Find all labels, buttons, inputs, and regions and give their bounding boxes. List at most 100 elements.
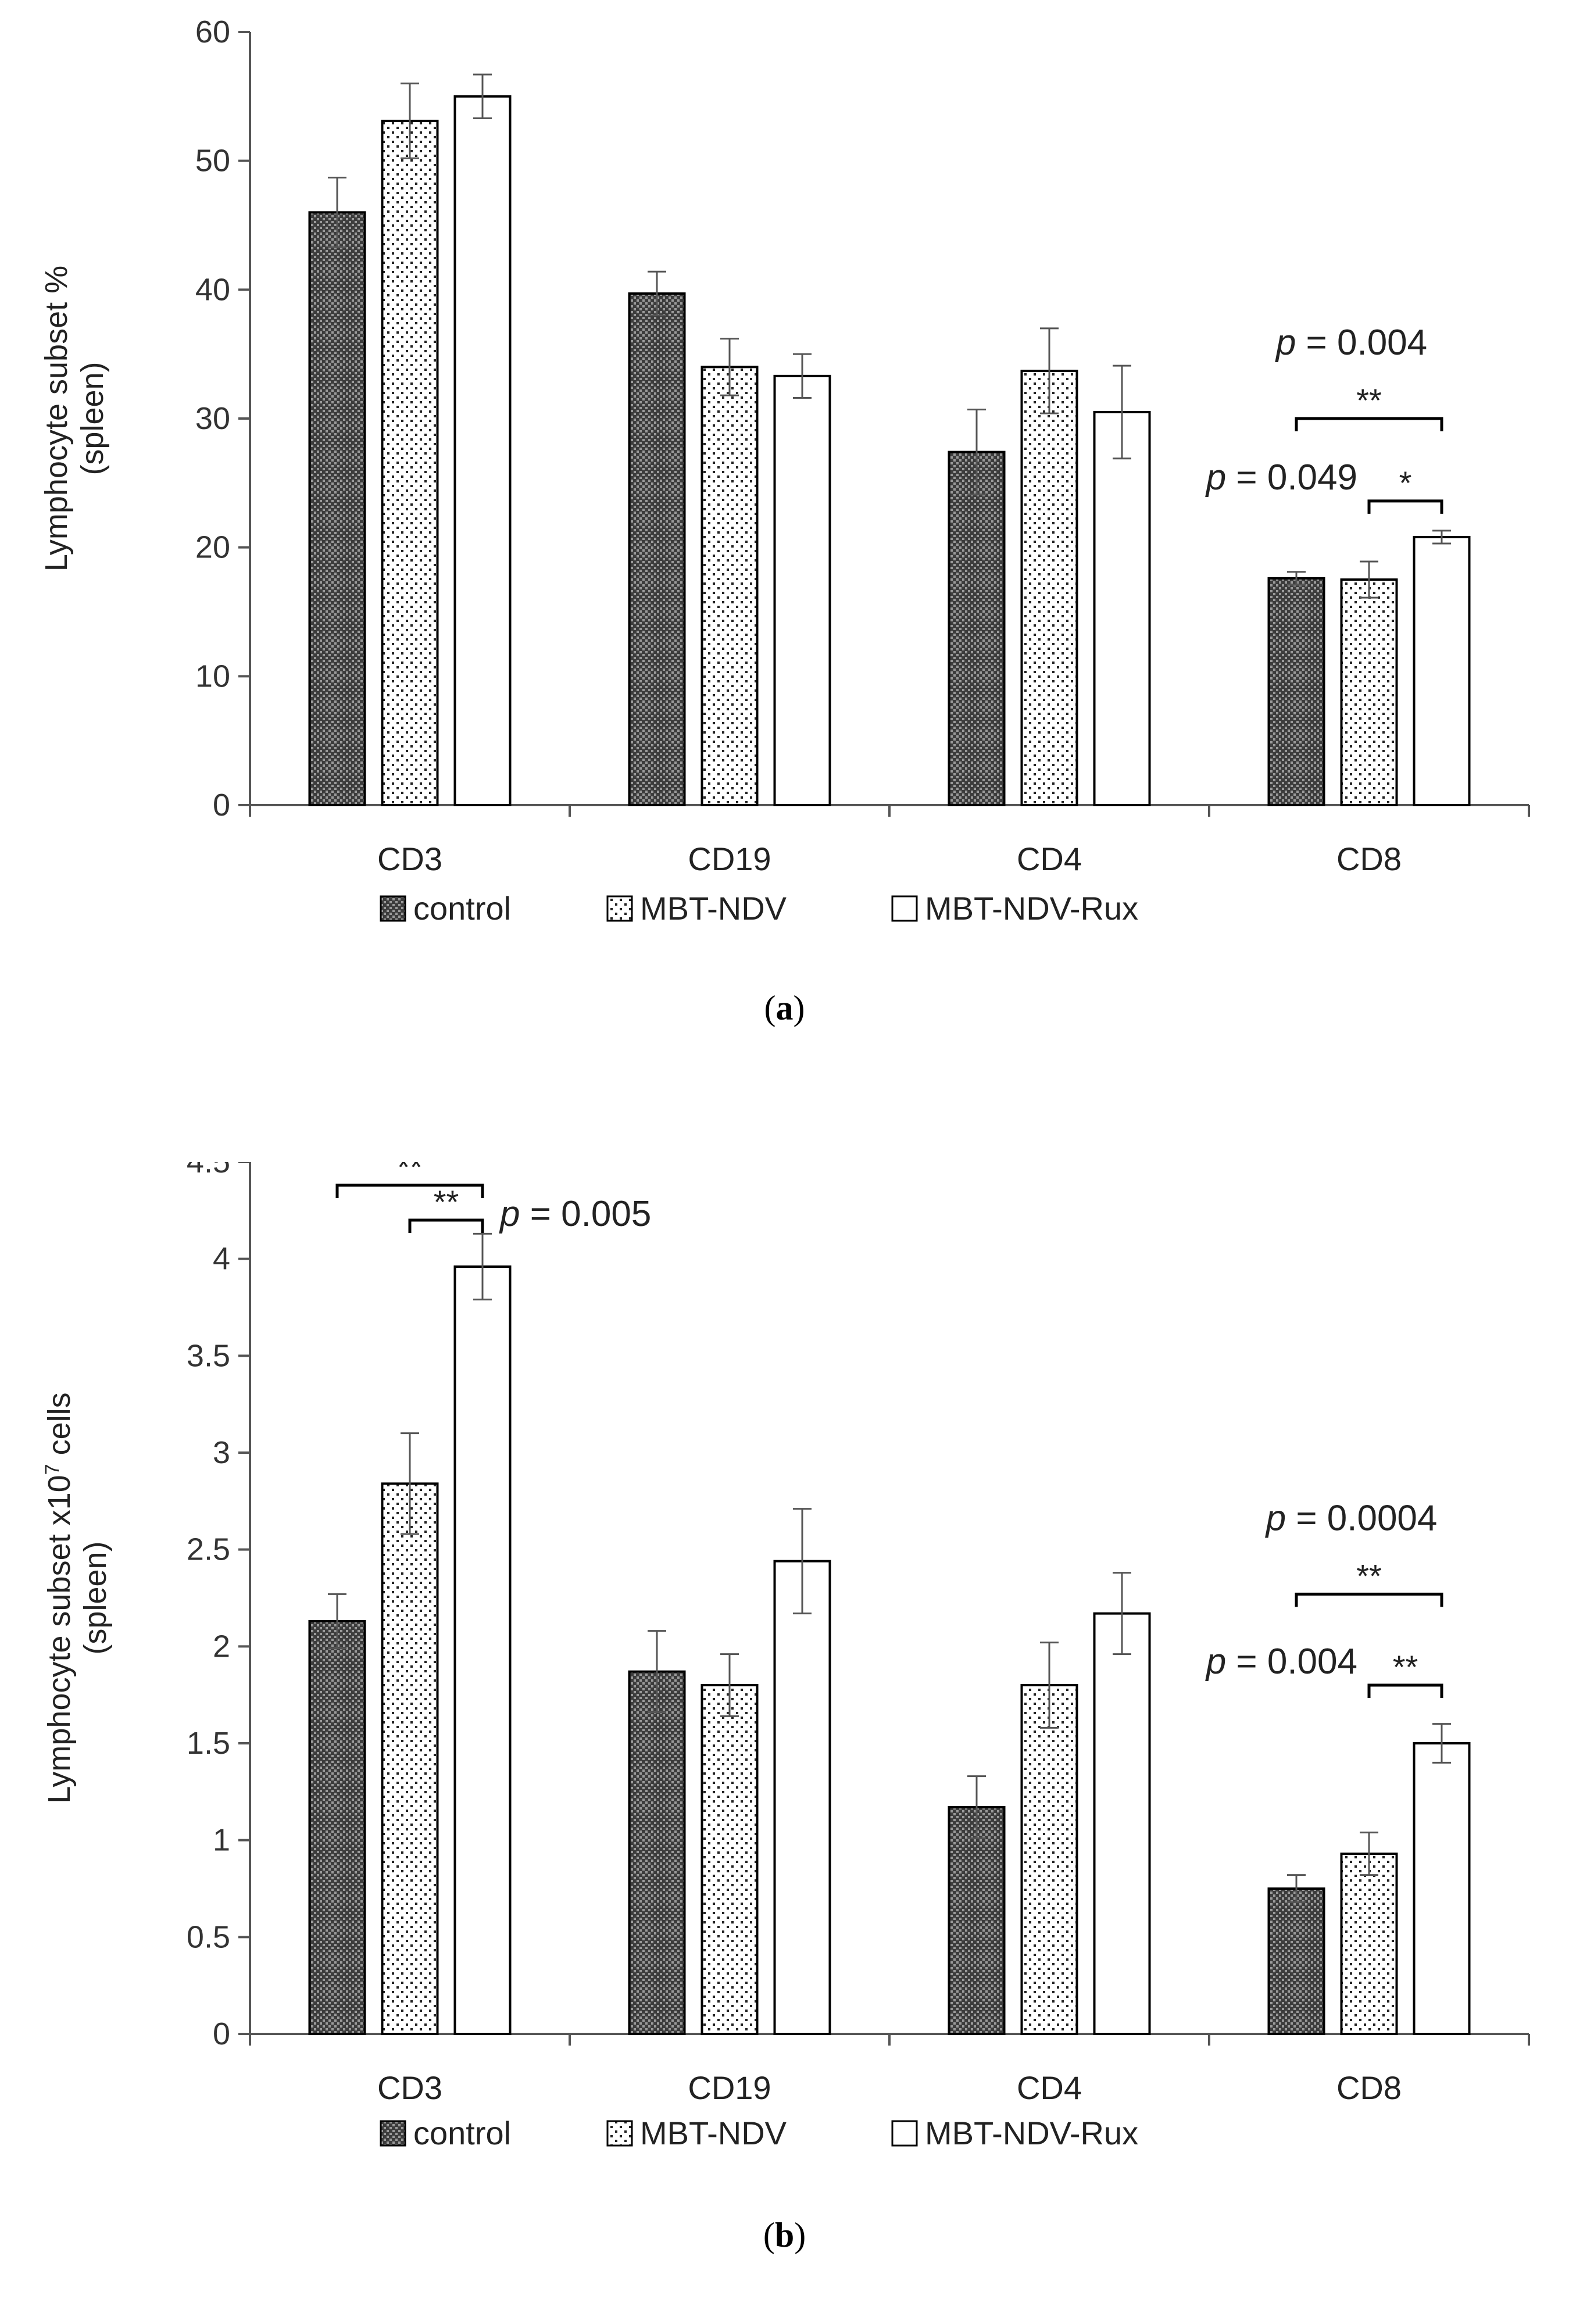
y-tick-label: 1.5 bbox=[187, 1726, 230, 1761]
chart-panel-b: 0 0.5 1 1.5 2 2.5 3 3.5 4 4.5 Lymphocyte subset x1… bbox=[0, 1162, 1569, 2324]
p-value-prefix: p bbox=[499, 1194, 520, 1234]
p-value-label: p = 0.005 bbox=[499, 1194, 651, 1234]
y-axis-label-line2: (spleen) bbox=[78, 1541, 113, 1654]
significance-stars: ** bbox=[434, 1184, 459, 1220]
y-tick-label: 50 bbox=[195, 144, 230, 178]
significance-bracket bbox=[408, 1218, 484, 1233]
bar-MBT-NDV-Rux-CD8 bbox=[1413, 535, 1471, 807]
p-value-label: p = 0.004 bbox=[1205, 1642, 1357, 1682]
significance-stars: * bbox=[1399, 464, 1412, 501]
bar-MBT-NDV-CD8 bbox=[1340, 578, 1398, 806]
bar-MBT-NDV-Rux-CD4 bbox=[1093, 410, 1151, 806]
x-category-label-CD4: CD4 bbox=[1017, 2069, 1082, 2106]
p-value-text: = 0.005 bbox=[520, 1194, 651, 1234]
bar-control-CD4 bbox=[948, 1806, 1006, 2035]
bar-MBT-NDV-Rux-CD19 bbox=[773, 374, 831, 806]
y-tick-label: 60 bbox=[195, 15, 230, 49]
significance-stars: ** bbox=[1356, 1557, 1382, 1594]
bar-chart-a: 0 10 20 30 40 50 60 Lymphocyte subset % (spleen)… bbox=[39, 15, 1530, 927]
y-axis-label-text: Lymphocyte subset x10 bbox=[42, 1475, 77, 1803]
significance-bracket bbox=[1367, 499, 1443, 514]
x-category-label-CD8: CD8 bbox=[1336, 2069, 1402, 2106]
p-value-text: = 0.004 bbox=[1226, 1642, 1357, 1682]
x-category-label-CD3: CD3 bbox=[377, 2069, 442, 2106]
bar-MBT-NDV-CD19 bbox=[700, 366, 759, 806]
y-axis-label: Lymphocyte subset % (spleen) bbox=[39, 266, 110, 571]
y-tick-label: 4 bbox=[213, 1242, 230, 1277]
p-value-prefix: p bbox=[1205, 1642, 1226, 1682]
bar-control-CD8 bbox=[1267, 577, 1325, 806]
bar-MBT-NDV-CD8 bbox=[1340, 1853, 1398, 2035]
y-tick-label: 10 bbox=[195, 659, 230, 693]
y-axis-label-superscript: 7 bbox=[41, 1464, 63, 1475]
y-axis-label-line2: (spleen) bbox=[75, 362, 110, 475]
p-value-prefix: p bbox=[1275, 323, 1296, 363]
y-axis-label-suffix: cells bbox=[42, 1392, 77, 1464]
p-value-text: = 0.049 bbox=[1226, 457, 1357, 498]
p-value-label: p = 0.049 bbox=[1205, 457, 1357, 498]
bar-MBT-NDV-Rux-CD8 bbox=[1413, 1742, 1471, 2035]
y-tick-label: 1 bbox=[213, 1823, 230, 1858]
bar-MBT-NDV-Rux-CD3 bbox=[453, 1265, 512, 2035]
y-tick-label: 3 bbox=[213, 1435, 230, 1470]
legend-swatch-control bbox=[380, 895, 406, 922]
bar-MBT-NDV-Rux-CD4 bbox=[1093, 1612, 1151, 2035]
bar-control-CD3 bbox=[308, 1620, 366, 2035]
y-tick-label: 20 bbox=[195, 530, 230, 565]
legend-swatch-MBT-NDV-Rux bbox=[891, 895, 918, 922]
legend-label-control: control bbox=[413, 890, 511, 927]
p-value-text: = 0.0004 bbox=[1286, 1498, 1437, 1538]
y-tick-label: 0 bbox=[213, 788, 230, 823]
caption-letter-b: b bbox=[774, 2216, 795, 2254]
bar-MBT-NDV-CD4 bbox=[1020, 1684, 1078, 2035]
legend-label-control: control bbox=[413, 2115, 511, 2151]
significance-bracket bbox=[1295, 417, 1443, 431]
bar-control-CD3 bbox=[308, 211, 366, 807]
y-axis-label-text: Lymphocyte subset % bbox=[39, 266, 74, 571]
p-value-prefix: p bbox=[1265, 1498, 1286, 1538]
y-axis-label-line1: Lymphocyte subset x107 cells bbox=[41, 1392, 77, 1803]
y-tick-label: 0.5 bbox=[187, 1919, 230, 1954]
y-axis-label: Lymphocyte subset x107 cells(spleen) bbox=[41, 1392, 113, 1803]
chart-panel-a: 0 10 20 30 40 50 60 Lymphocyte subset % (spleen)… bbox=[39, 15, 1530, 1027]
y-tick-label: 2.5 bbox=[187, 1532, 230, 1567]
y-tick-label: 30 bbox=[195, 401, 230, 436]
x-category-label-CD19: CD19 bbox=[688, 841, 771, 877]
bar-MBT-NDV-Rux-CD19 bbox=[773, 1560, 831, 2035]
caption-letter-a: a bbox=[775, 989, 794, 1027]
x-category-label-CD3: CD3 bbox=[377, 841, 442, 877]
bar-MBT-NDV-CD19 bbox=[700, 1684, 759, 2035]
bar-control-CD4 bbox=[948, 451, 1006, 806]
y-tick-label: 2 bbox=[213, 1629, 230, 1664]
legend-swatch-control bbox=[380, 2120, 406, 2147]
p-value-label: p = 0.004 bbox=[1275, 323, 1427, 363]
x-category-label-CD8: CD8 bbox=[1336, 841, 1402, 877]
y-tick-label: 4.5 bbox=[187, 1162, 230, 1179]
x-category-label-CD19: CD19 bbox=[688, 2069, 771, 2106]
p-value-prefix: p bbox=[1205, 457, 1226, 498]
caption-b: (b) bbox=[763, 2216, 806, 2254]
legend-swatch-MBT-NDV bbox=[606, 895, 633, 922]
legend-label-MBT-NDV-Rux: MBT-NDV-Rux bbox=[925, 890, 1138, 927]
bar-MBT-NDV-Rux-CD3 bbox=[453, 95, 512, 806]
significance-stars: ** bbox=[397, 1162, 423, 1185]
significance-stars: ** bbox=[1393, 1649, 1418, 1685]
legend-swatch-MBT-NDV bbox=[606, 2120, 633, 2147]
bar-control-CD8 bbox=[1267, 1887, 1325, 2035]
y-tick-label: 40 bbox=[195, 272, 230, 307]
legend-label-MBT-NDV: MBT-NDV bbox=[640, 890, 787, 927]
y-tick-label: 0 bbox=[213, 2016, 230, 2051]
bar-chart-b: 0 0.5 1 1.5 2 2.5 3 3.5 4 4.5 Lymphocyte subset x1… bbox=[41, 1162, 1530, 2151]
legend-label-MBT-NDV: MBT-NDV bbox=[640, 2115, 787, 2151]
legend-label-MBT-NDV-Rux: MBT-NDV-Rux bbox=[925, 2115, 1138, 2151]
bar-MBT-NDV-CD3 bbox=[381, 119, 439, 807]
y-axis-label-line1: Lymphocyte subset % bbox=[39, 266, 74, 571]
bar-MBT-NDV-CD3 bbox=[381, 1482, 439, 2035]
bar-control-CD19 bbox=[628, 1670, 686, 2035]
p-value-text: = 0.004 bbox=[1296, 323, 1427, 363]
legend-swatch-MBT-NDV-Rux bbox=[891, 2120, 918, 2147]
caption-a: (a) bbox=[764, 989, 805, 1027]
y-tick-label: 3.5 bbox=[187, 1338, 230, 1373]
significance-stars: ** bbox=[1356, 382, 1382, 419]
x-category-label-CD4: CD4 bbox=[1017, 841, 1082, 877]
